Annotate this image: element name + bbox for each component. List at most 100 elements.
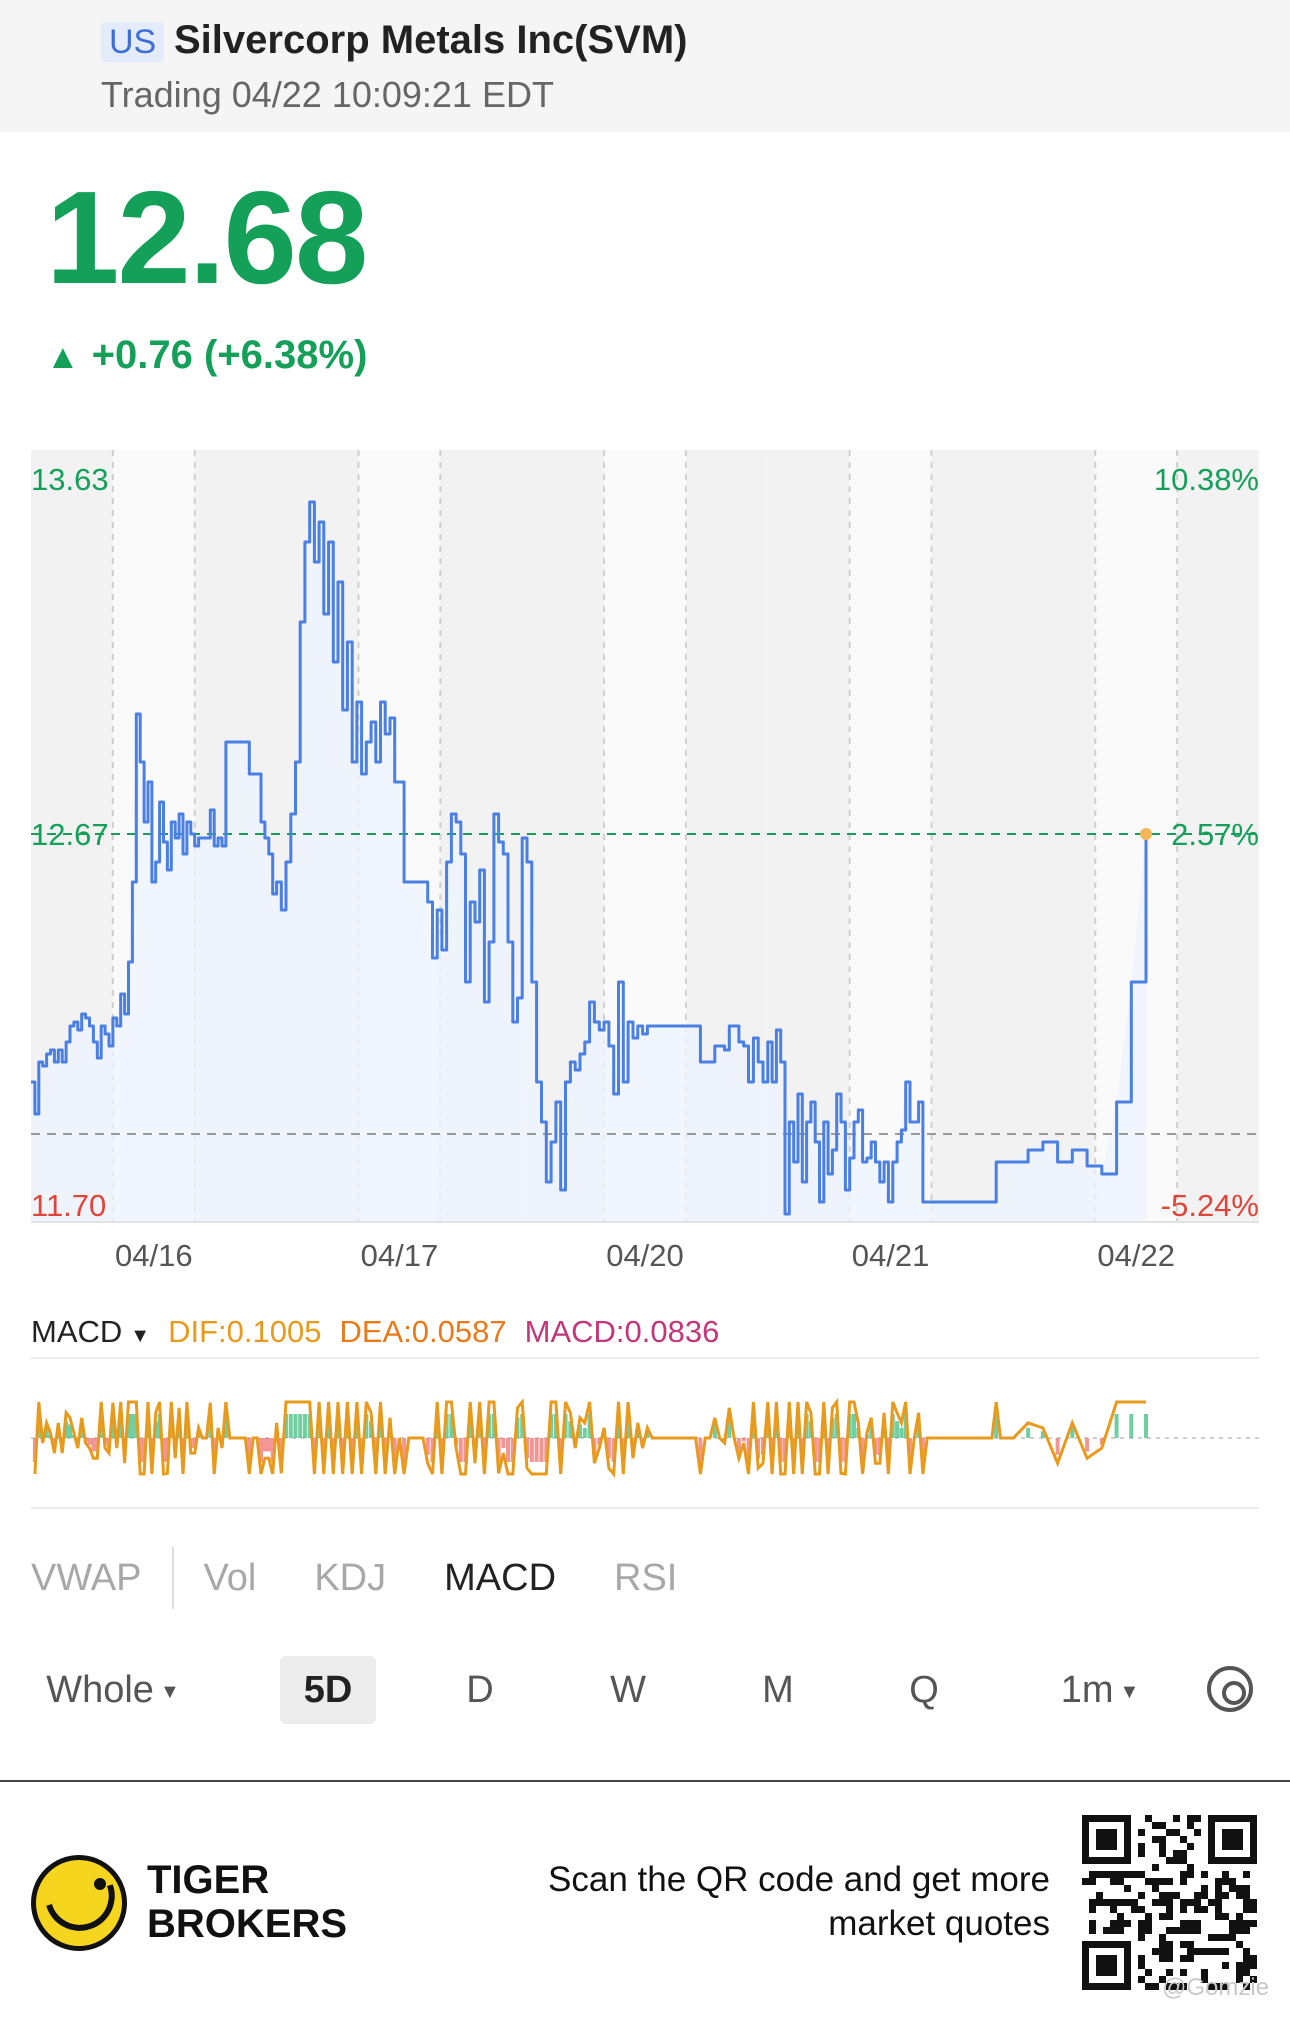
qr-module — [1089, 1899, 1096, 1906]
period-5d[interactable]: 5D — [280, 1656, 376, 1724]
qr-module — [1089, 1927, 1096, 1934]
macd-bar — [1099, 1438, 1104, 1445]
tab-vwap[interactable]: VWAP — [31, 1557, 142, 1599]
period-m[interactable]: M — [762, 1669, 794, 1711]
qr-module — [1243, 1955, 1250, 1962]
macd-bar — [506, 1438, 511, 1462]
stock-title: Silvercorp Metals Inc(SVM) — [174, 18, 688, 62]
qr-module — [1173, 1829, 1180, 1836]
macd-bar — [44, 1427, 49, 1438]
macd-bar — [873, 1438, 878, 1455]
qr-module — [1173, 1857, 1180, 1864]
macd-bar — [425, 1438, 430, 1455]
caret-down-icon[interactable]: ▼ — [130, 1325, 151, 1347]
indicator-tabs: VWAP Vol KDJ MACD RSI — [31, 1547, 735, 1609]
chart-band — [849, 450, 932, 1222]
qr-module — [1201, 1885, 1208, 1892]
macd-bar — [1070, 1427, 1075, 1438]
scan-line-2: market quotes — [828, 1904, 1050, 1943]
qr-module — [1152, 1822, 1159, 1829]
settings-icon[interactable] — [1207, 1666, 1253, 1712]
qr-module — [1159, 1948, 1166, 1955]
qr-module — [1152, 1864, 1159, 1871]
macd-bar — [813, 1438, 818, 1462]
qr-module — [1243, 1962, 1250, 1969]
qr-module — [1229, 1878, 1236, 1885]
qr-module — [1180, 1878, 1187, 1885]
qr-module — [1089, 1906, 1096, 1913]
period-d[interactable]: D — [466, 1669, 494, 1711]
period-w[interactable]: W — [610, 1669, 646, 1711]
macd-bar — [611, 1438, 616, 1462]
qr-module — [1243, 1948, 1250, 1955]
x-tick-label: 04/20 — [606, 1238, 684, 1273]
footer — [0, 1782, 1290, 2022]
qr-module — [1222, 1962, 1229, 1969]
macd-bar — [582, 1427, 587, 1438]
macd-bar — [383, 1438, 388, 1462]
tab-kdj[interactable]: KDJ — [314, 1557, 387, 1599]
qr-module — [1215, 1899, 1222, 1906]
qr-module — [1180, 1906, 1187, 1913]
qr-module — [1236, 1976, 1243, 1983]
qr-module — [1180, 1941, 1187, 1948]
macd-chart[interactable] — [0, 1356, 1290, 1516]
qr-module — [1215, 1892, 1222, 1899]
macd-bar — [895, 1421, 900, 1438]
macd-bar — [99, 1414, 104, 1438]
macd-bar — [621, 1438, 626, 1462]
macd-bar — [439, 1438, 444, 1462]
indicator-selector[interactable]: MACD — [31, 1314, 123, 1349]
qr-module — [1145, 1983, 1152, 1990]
qr-module — [1194, 1906, 1201, 1913]
qr-module — [1187, 1948, 1194, 1955]
macd-bar — [373, 1438, 378, 1462]
qr-module — [1124, 1871, 1131, 1878]
pct-current-label: 2.57% — [1171, 817, 1259, 852]
qr-module — [1166, 1955, 1173, 1962]
qr-module — [1215, 1983, 1222, 1990]
dif-value: DIF:0.1005 — [168, 1314, 322, 1349]
qr-module — [1138, 1892, 1145, 1899]
macd-bar — [336, 1414, 340, 1438]
macd-bar — [279, 1438, 284, 1462]
qr-module — [1152, 1948, 1159, 1955]
tab-rsi[interactable]: RSI — [614, 1557, 678, 1599]
qr-module — [1250, 1899, 1257, 1906]
whole-selector[interactable]: Whole ▼ — [38, 1656, 188, 1724]
macd-bar — [350, 1438, 355, 1462]
qr-module — [1096, 1871, 1103, 1878]
qr-module — [1180, 1857, 1187, 1864]
qr-module — [1089, 1920, 1096, 1927]
qr-module — [1187, 1815, 1194, 1822]
price-chart[interactable]: 13.63 11.70 12.67 10.38% -5.24% 2.57% 04/16 04/… — [0, 440, 1290, 1280]
qr-module — [1208, 1899, 1215, 1906]
qr-finder-core — [1222, 1829, 1243, 1850]
macd-bar — [491, 1414, 496, 1438]
tab-macd[interactable]: MACD — [444, 1557, 557, 1599]
qr-module — [1180, 1927, 1187, 1934]
qr-module — [1215, 1948, 1222, 1955]
macd-bar — [1144, 1414, 1149, 1438]
qr-module — [1215, 1906, 1222, 1913]
macd-bar — [860, 1438, 865, 1462]
qr-module — [1180, 1871, 1187, 1878]
period-q[interactable]: Q — [909, 1669, 939, 1711]
qr-module — [1201, 1892, 1208, 1899]
qr-module — [1103, 1899, 1110, 1906]
qr-module — [1159, 1836, 1166, 1843]
macd-bar — [223, 1414, 228, 1438]
qr-module — [1089, 1871, 1096, 1878]
qr-module — [1222, 1878, 1229, 1885]
qr-module — [1236, 1962, 1243, 1969]
qr-module — [1187, 1843, 1194, 1850]
macd-bar — [302, 1414, 307, 1438]
macd-bar — [1114, 1414, 1119, 1438]
qr-module — [1180, 1850, 1187, 1857]
qr-module — [1131, 1906, 1138, 1913]
macd-bar — [616, 1414, 621, 1438]
macd-bar — [736, 1438, 741, 1452]
tab-vol[interactable]: Vol — [203, 1557, 257, 1599]
qr-module — [1180, 1899, 1187, 1906]
interval-selector[interactable]: 1m ▼ — [1040, 1656, 1160, 1724]
